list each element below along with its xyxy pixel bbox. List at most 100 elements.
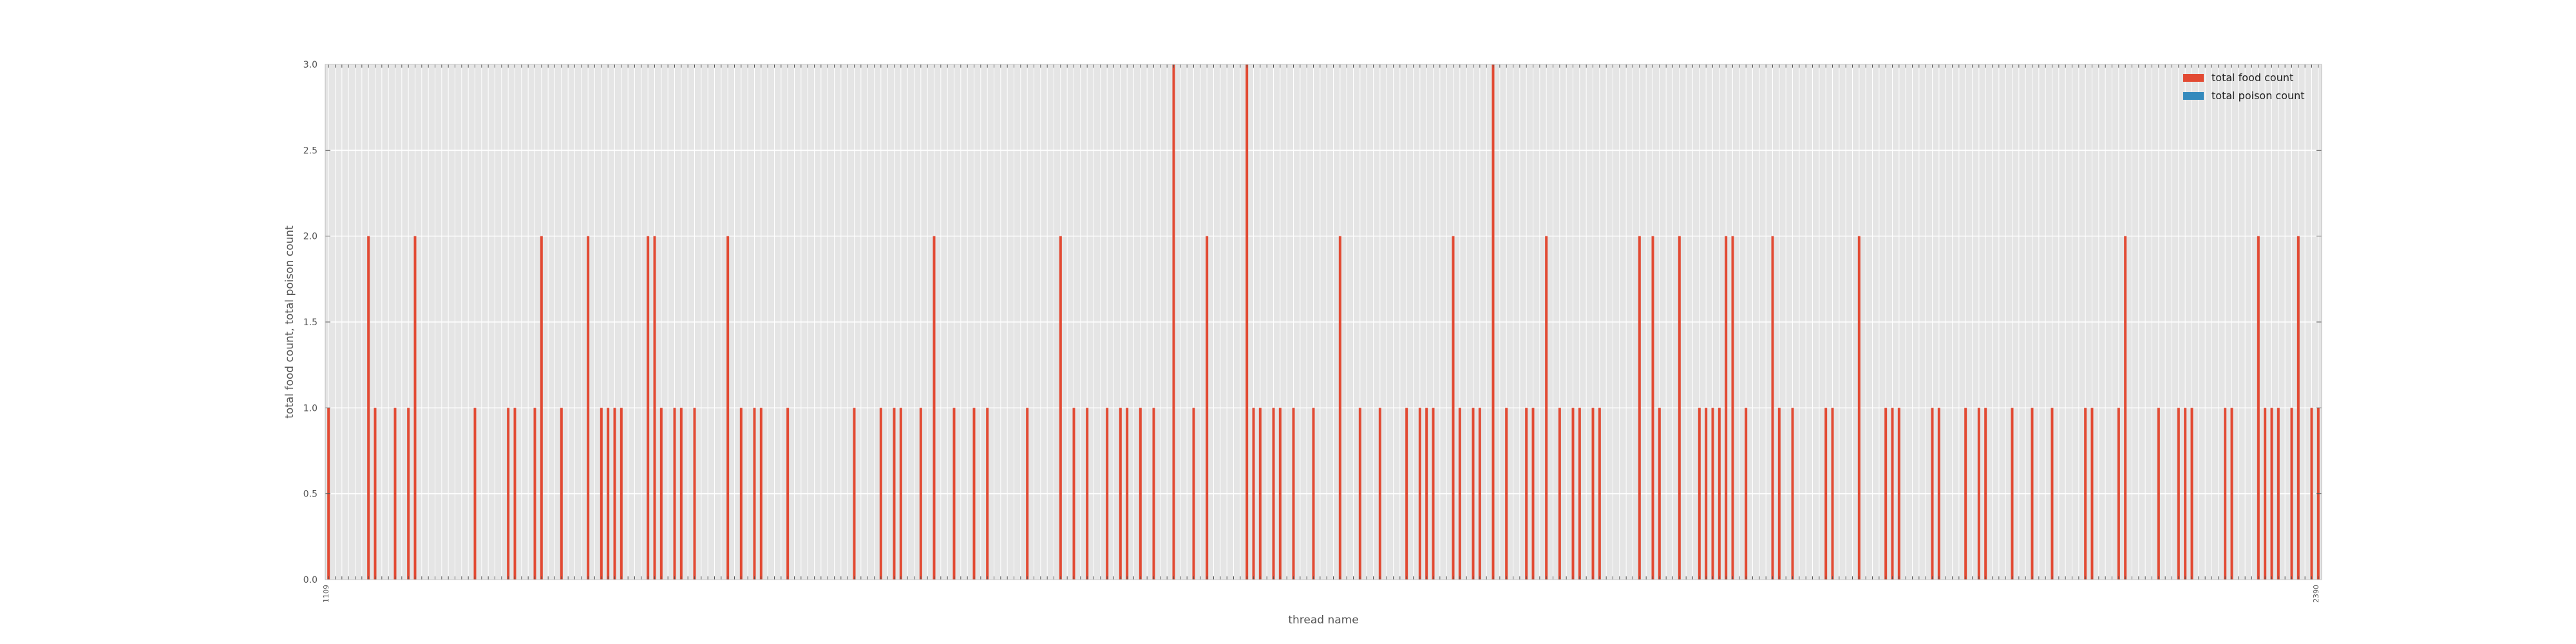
bar-total-food-count [1432,408,1435,580]
bar-total-food-count [1777,408,1781,580]
bar-total-food-count [533,408,536,580]
bar-total-food-count [1425,408,1428,580]
bar-total-food-count [413,236,417,580]
bar-total-food-count [2264,408,2267,580]
bar-total-food-count [1891,408,1894,580]
x-axis-label: thread name [1288,614,1358,627]
bar-total-food-count [1578,408,1581,580]
bar-total-food-count [2117,408,2120,580]
bar-total-food-count [952,408,956,580]
bar-total-food-count [374,408,377,580]
bar-total-food-count [560,408,563,580]
bar-total-food-count [2230,408,2233,580]
bar-total-food-count [2031,408,2034,580]
bar-total-food-count [2184,408,2187,580]
bar-total-food-count [1651,236,1654,580]
bar-total-food-count [1139,408,1142,580]
bar-total-food-count [1937,408,1940,580]
bar-total-food-count [1458,408,1461,580]
plot-frame [325,64,2322,580]
bar-total-food-count [879,408,882,580]
bar-total-food-count [1478,408,1481,580]
bar-total-food-count [1531,408,1535,580]
bar-total-food-count [679,408,683,580]
bar-total-food-count [607,408,610,580]
bar-total-food-count [739,408,743,580]
bar-total-food-count [1172,64,1175,580]
bar-total-food-count [1705,408,1708,580]
bar-total-food-count [1026,408,1029,580]
bar-total-food-count [1745,408,1748,580]
bar-total-food-count [2277,408,2280,580]
bar-total-food-count [1831,408,1834,580]
y-tick-label: 1.5 [303,317,317,328]
bar-total-food-count [613,408,616,580]
bar-total-food-count [1824,408,1828,580]
bar-total-food-count [1059,236,1062,580]
ticks: 0.0 0.5 1.0 1.5 2.0 2.5 3.0 1109 2390 [303,60,2322,603]
bar-total-food-count [1472,408,1475,580]
bar-total-food-count [1525,408,1528,580]
bar-total-food-count [1791,408,1794,580]
y-tick-label: 0.0 [303,575,317,585]
bar-total-food-count [2224,408,2227,580]
bar-total-food-count [753,408,756,580]
bar-total-food-count [659,408,663,580]
bar-total-food-count [1698,408,1701,580]
bar-total-food-count [1711,408,1714,580]
bar-total-food-count [2157,408,2160,580]
grid-lines [325,64,2322,580]
bar-total-food-count [1964,408,1967,580]
bar-total-food-count [1658,408,1661,580]
bar-total-food-count [1731,236,1734,580]
bar-total-food-count [1126,408,1129,580]
bar-total-food-count [1884,408,1888,580]
bar-total-food-count [1598,408,1601,580]
legend: total food count total poison count [2183,71,2305,102]
bar-total-food-count [693,408,696,580]
bar-total-food-count [786,408,790,580]
bar-total-food-count [2090,408,2094,580]
bar-total-food-count [367,236,370,580]
bar-total-food-count [1931,408,1934,580]
bar-total-food-count [1119,408,1122,580]
bar-total-food-count [1558,408,1561,580]
bar-total-food-count [2290,408,2293,580]
bar-total-food-count [1206,236,1209,580]
bar-total-food-count [759,408,762,580]
bar-total-food-count [919,408,922,580]
bar-total-food-count [1638,236,1641,580]
bar-total-food-count [2177,408,2180,580]
bar-total-food-count [972,408,976,580]
bar-total-food-count [1678,236,1681,580]
bar-total-food-count [1245,64,1249,580]
bar-total-food-count [2270,408,2273,580]
bar-total-food-count [1725,236,1728,580]
y-tick-label: 2.5 [303,146,317,156]
bar-total-food-count [1272,408,1275,580]
bar-total-food-count [1492,64,1495,580]
bar-total-food-count [1571,408,1575,580]
bar-total-food-count [1192,408,1195,580]
bar-total-food-count [1545,236,1548,580]
bar-total-food-count [1505,408,1508,580]
legend-swatch-food [2183,74,2204,82]
bar-total-food-count [2190,408,2193,580]
bar-total-food-count [2050,408,2054,580]
y-axis-label: total food count, total poison count [283,225,296,419]
bar-total-food-count [1591,408,1595,580]
legend-label-food: total food count [2211,71,2293,84]
bar-total-food-count [1405,408,1408,580]
legend-label-poison: total poison count [2211,90,2305,102]
bar-total-food-count [1252,408,1255,580]
y-tick-label: 1.0 [303,403,317,413]
bar-total-food-count [393,408,397,580]
bar-total-food-count [407,408,410,580]
bar-total-food-count [1378,408,1381,580]
bar-total-food-count [507,408,510,580]
bar-total-food-count [2011,408,2014,580]
bar-total-food-count [933,236,936,580]
bar-total-food-count [1086,408,1089,580]
legend-swatch-poison [2183,92,2204,100]
